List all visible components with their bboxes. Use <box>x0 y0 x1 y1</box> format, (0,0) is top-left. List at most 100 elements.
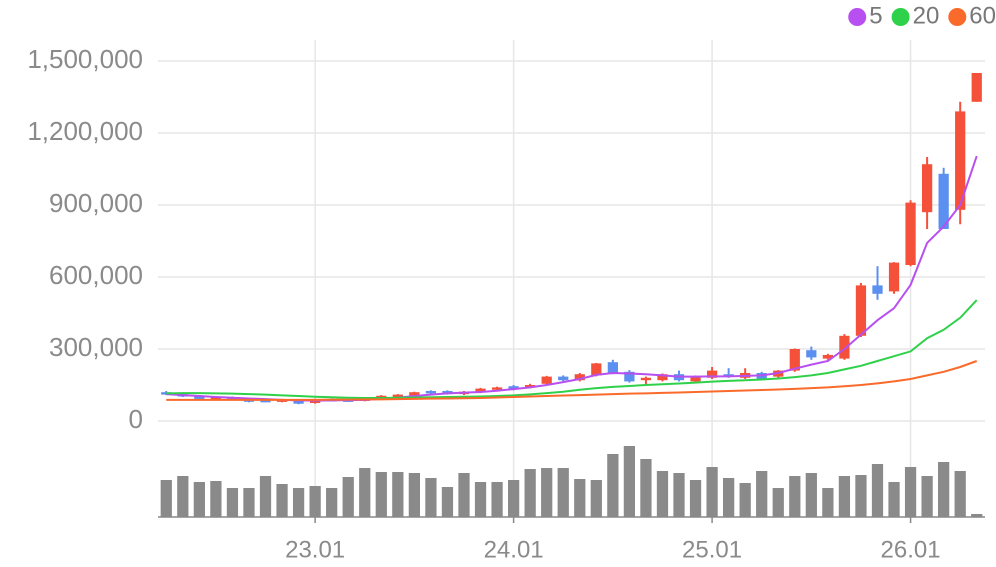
candle-body <box>955 111 966 210</box>
volume-bar <box>871 464 884 517</box>
legend-label: 20 <box>913 2 940 29</box>
candle-body <box>690 376 701 382</box>
volume-bar <box>524 469 536 517</box>
volume-bar <box>177 476 189 517</box>
volume-bar <box>474 482 487 517</box>
volume-bar <box>772 488 784 517</box>
volume-bar <box>805 473 817 517</box>
volume-bar <box>210 481 222 517</box>
volume-bar <box>673 473 685 517</box>
volume-bar <box>706 467 718 517</box>
candle-body <box>839 335 850 359</box>
x-tick-label: 24.01 <box>484 536 544 563</box>
volume-bar <box>243 488 255 517</box>
candle-body <box>475 388 486 393</box>
legend-marker <box>948 8 967 26</box>
volume-bar <box>971 514 983 517</box>
volume-bar <box>541 468 553 517</box>
volume-bar <box>623 446 636 517</box>
volume-bar <box>392 472 404 517</box>
volume-bar <box>557 468 569 517</box>
volume-bar <box>689 480 702 517</box>
candle-body <box>872 285 883 294</box>
candle-body <box>706 370 718 378</box>
volume-bar <box>574 479 586 517</box>
candle-body <box>971 73 982 102</box>
volume-bar <box>938 462 950 517</box>
volume-bar <box>226 488 239 517</box>
volume-bar <box>259 476 272 517</box>
volume-bar <box>954 471 966 517</box>
ma-line <box>166 299 978 399</box>
y-tick-label: 900,000 <box>49 188 143 218</box>
candle-body <box>640 377 652 381</box>
candle-body <box>425 391 437 394</box>
volume-bar <box>607 454 619 517</box>
candle-body <box>921 164 933 213</box>
ma-line <box>166 360 978 401</box>
candle-body <box>508 386 519 390</box>
volume-bar <box>888 482 900 517</box>
volume-bar <box>838 476 851 517</box>
candle-body <box>607 362 618 373</box>
candle-body <box>591 363 602 376</box>
candle-body <box>574 374 585 381</box>
volume-bar <box>425 478 437 517</box>
candle-body <box>888 262 900 292</box>
candle-body <box>806 350 817 358</box>
candle-body <box>624 371 635 382</box>
candle-body <box>392 394 403 399</box>
candle-body <box>525 385 536 388</box>
volume-bar <box>507 480 520 517</box>
volume-bar <box>789 476 801 517</box>
volume-bar <box>723 478 735 517</box>
volume-bar <box>640 459 652 517</box>
y-tick-label: 300,000 <box>49 332 143 362</box>
candle-body <box>194 395 205 399</box>
candle-body <box>822 355 833 359</box>
legend-marker <box>848 8 867 26</box>
volume-bar <box>491 482 503 517</box>
x-tick-label: 25.01 <box>682 536 742 563</box>
volume-bar <box>904 467 917 517</box>
volume-bar <box>292 488 305 517</box>
volume-bar <box>342 477 354 517</box>
volume-bar <box>458 473 470 517</box>
volume-bar <box>276 484 288 517</box>
volume-bar <box>359 468 371 517</box>
candle-body <box>789 349 800 371</box>
volume-bar <box>739 483 751 517</box>
x-tick-label: 26.01 <box>881 536 941 563</box>
candle-body <box>938 173 949 229</box>
volume-bar <box>193 482 205 517</box>
volume-bar <box>855 475 867 517</box>
volume-bar <box>822 488 834 517</box>
candle-body <box>905 202 916 265</box>
volume-bar <box>921 476 933 517</box>
y-tick-label: 600,000 <box>49 260 143 290</box>
candle-body <box>541 376 552 384</box>
volume-bar <box>408 473 420 517</box>
candle-body <box>161 392 172 395</box>
volume-bar <box>441 487 454 517</box>
legend-label: 60 <box>969 2 996 29</box>
volume-bar <box>375 472 387 517</box>
y-tick-label: 0 <box>129 404 143 434</box>
volume-bar <box>326 488 338 517</box>
volume-bar <box>309 486 321 517</box>
legend-marker <box>891 8 910 26</box>
candle-body <box>491 387 503 390</box>
ma-line <box>166 155 978 402</box>
candle-body <box>855 285 867 336</box>
y-tick-label: 1,200,000 <box>27 116 143 146</box>
volume-bar <box>756 471 768 517</box>
x-tick-label: 23.01 <box>285 536 345 563</box>
candle-body <box>260 400 271 403</box>
volume-bar <box>590 480 602 517</box>
legend-label: 5 <box>869 2 882 29</box>
candle-body <box>293 399 304 404</box>
candle-body <box>657 374 668 381</box>
y-tick-label: 1,500,000 <box>27 44 143 74</box>
volume-bar <box>160 480 172 517</box>
